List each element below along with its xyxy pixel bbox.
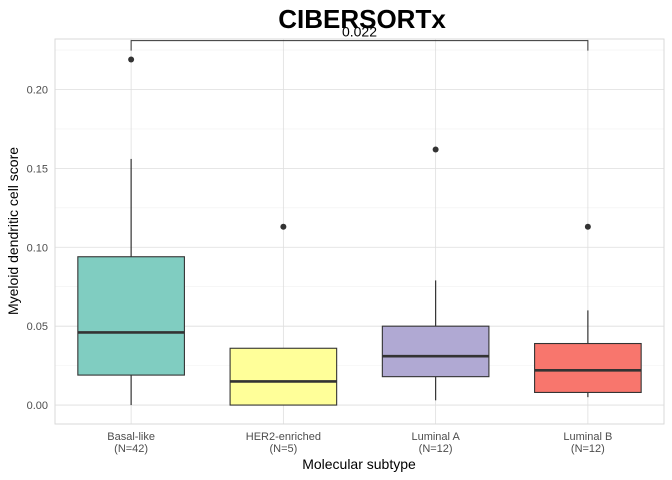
y-tick-label: 0.05 (27, 321, 48, 333)
box (229, 347, 338, 406)
box-group (77, 56, 185, 406)
outlier-point (128, 56, 135, 63)
x-axis: Basal-like(N=42) HER2-enriched(N=5) Lumina… (107, 431, 612, 455)
x-tick-label: Basal-like (107, 431, 155, 443)
box (534, 342, 642, 393)
y-axis-label: Myeloid dendritic cell score (5, 147, 21, 315)
x-axis-label: Molecular subtype (302, 456, 416, 472)
outlier-point (584, 223, 591, 230)
x-tick-label: Luminal A (411, 431, 460, 443)
chart-title: CIBERSORTx (278, 4, 446, 34)
box (77, 256, 185, 376)
y-tick-label: 0.00 (27, 400, 48, 412)
box-group (381, 146, 490, 401)
x-tick-count-label: (N=12) (419, 443, 453, 455)
p-value-label: 0.022 (342, 24, 377, 40)
x-tick-count-label: (N=42) (114, 443, 148, 455)
y-tick-label: 0.15 (27, 163, 48, 175)
x-tick-count-label: (N=12) (571, 443, 605, 455)
y-axis: 0.00 0.05 0.10 0.15 0.20 (27, 84, 48, 412)
x-tick-label: Luminal B (563, 431, 612, 443)
box (381, 325, 490, 378)
x-tick-count-label: (N=5) (269, 443, 297, 455)
outlier-point (280, 223, 287, 230)
significance-bracket: 0.022 (130, 24, 589, 51)
box-group (534, 223, 642, 398)
y-tick-label: 0.20 (27, 84, 48, 96)
panel-border (54, 38, 665, 425)
box-group (229, 223, 338, 406)
bracket-line (130, 40, 589, 51)
y-tick-label: 0.10 (27, 242, 48, 254)
x-tick-label: HER2-enriched (246, 431, 321, 443)
outlier-point (432, 146, 439, 153)
boxplots (77, 56, 642, 406)
